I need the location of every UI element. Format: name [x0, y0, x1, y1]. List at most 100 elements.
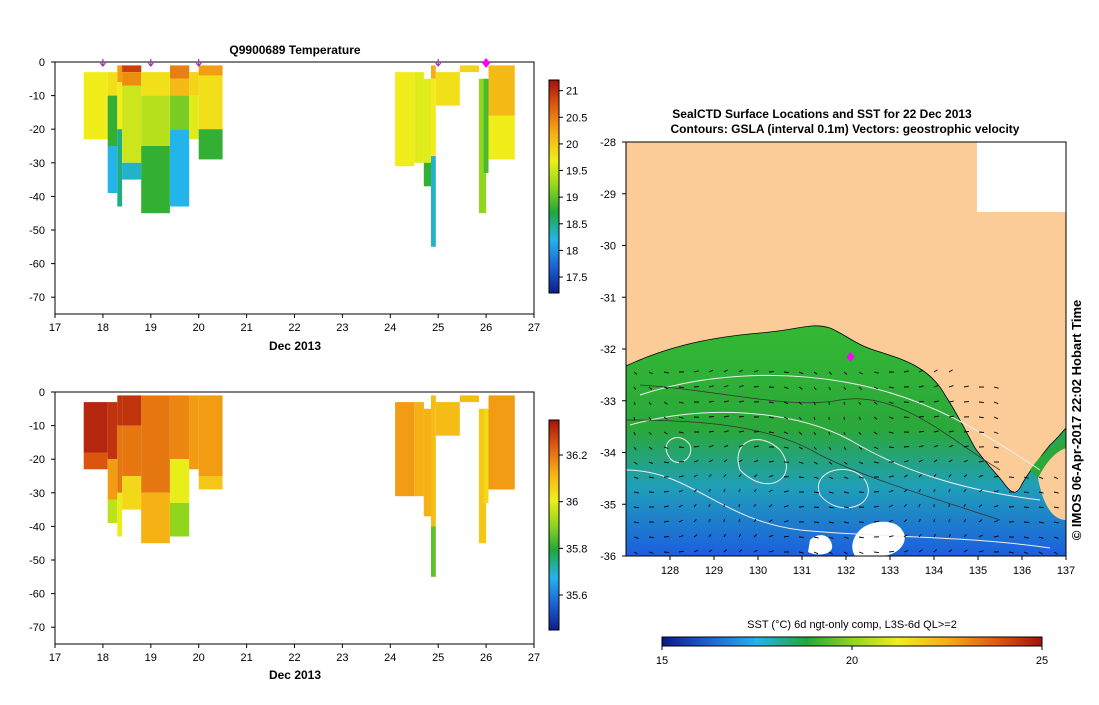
profile-cell	[395, 402, 414, 496]
x-tick-label: 18	[97, 322, 109, 334]
velocity-vector	[709, 417, 714, 418]
lon-tick-label: 133	[881, 565, 899, 577]
profile-cell	[189, 72, 199, 96]
colorbar-tick-label: 21	[566, 86, 578, 98]
profile-cell	[199, 75, 223, 129]
profile-cell	[108, 146, 118, 193]
lon-tick-label: 135	[969, 565, 987, 577]
profile-cell	[108, 96, 118, 146]
velocity-vector	[829, 402, 830, 405]
y-tick-label: -40	[29, 191, 45, 203]
x-tick-label: 17	[49, 322, 61, 334]
profile-cell	[141, 72, 170, 96]
profile-cell	[431, 156, 436, 247]
y-tick-label: -20	[29, 124, 45, 136]
profile-cell	[460, 395, 479, 402]
x-tick-label: 23	[336, 322, 348, 334]
colorbar-tick-label: 20.5	[566, 112, 587, 124]
velocity-vector	[1024, 522, 1029, 523]
profile-cell	[122, 72, 141, 85]
velocity-vector	[769, 372, 774, 373]
x-tick-label: 23	[336, 652, 348, 664]
profile-cell	[117, 82, 122, 129]
colorbar-tick-label: 36.2	[566, 450, 587, 462]
profile-cell	[189, 395, 199, 469]
lon-tick-label: 132	[837, 565, 855, 577]
profile-cell	[117, 493, 122, 537]
x-tick-label: 26	[480, 652, 492, 664]
profile-cell	[84, 72, 108, 139]
profile-cell	[170, 79, 189, 96]
profile-cell	[108, 72, 118, 96]
x-tick-label: 21	[240, 652, 252, 664]
x-tick-label: 21	[240, 322, 252, 334]
profile-cell	[460, 65, 479, 72]
profile-cell	[199, 129, 223, 159]
salinity-y-axis: 0-10-20-30-40-50-60-70	[29, 387, 55, 634]
profile-cell	[141, 395, 170, 492]
sst-tick-label: 15	[656, 655, 668, 667]
lat-tick-label: -28	[600, 137, 616, 149]
y-tick-label: -30	[29, 158, 45, 170]
lon-tick-label: 137	[1057, 565, 1075, 577]
lat-tick-label: -36	[600, 551, 616, 563]
temperature-profiles	[84, 65, 515, 246]
velocity-vector	[784, 477, 789, 478]
profile-cell	[414, 402, 424, 496]
profile-cell	[431, 526, 436, 576]
imos-caption: © IMOS 06-Apr-2017 22:02 Hobart Time	[1069, 300, 1084, 541]
profile-cell	[424, 79, 431, 163]
profile-cell	[141, 146, 170, 213]
profile-cell	[122, 395, 141, 425]
velocity-vector	[979, 432, 984, 433]
y-tick-label: -70	[29, 622, 45, 634]
velocity-vector	[799, 477, 804, 478]
profile-cell	[199, 395, 223, 476]
profile-cell	[199, 476, 223, 489]
x-tick-label: 26	[480, 322, 492, 334]
profile-cell	[117, 426, 122, 493]
y-tick-label: -10	[29, 421, 45, 433]
map-latitude-axis: -28-29-30-31-32-33-34-35-36	[600, 137, 626, 563]
profile-cell	[84, 402, 108, 452]
profile-cell	[436, 72, 460, 106]
colorbar-tick-label: 35.8	[566, 543, 587, 555]
x-tick-label: 20	[193, 652, 205, 664]
x-tick-label: 19	[145, 322, 157, 334]
x-tick-label: 27	[528, 322, 540, 334]
y-tick-label: -60	[29, 259, 45, 271]
sst-tick-label: 20	[846, 655, 858, 667]
profile-cell	[170, 459, 189, 503]
profile-cell	[108, 402, 118, 459]
profile-cell	[484, 409, 489, 503]
map-panel: SealCTD Surface Locations and SST for 22…	[600, 107, 1075, 667]
colorbar-tick-label: 35.6	[566, 590, 587, 602]
velocity-vector	[814, 507, 819, 508]
profile-cell	[189, 96, 199, 140]
y-tick-label: -40	[29, 521, 45, 533]
profile-cell	[424, 409, 431, 517]
lat-tick-label: -29	[600, 189, 616, 201]
profile-cell	[484, 79, 489, 173]
temperature-title: Q9900689 Temperature	[229, 43, 361, 57]
x-tick-label: 19	[145, 652, 157, 664]
lat-tick-label: -34	[600, 448, 616, 460]
x-tick-label: 22	[288, 652, 300, 664]
y-tick-label: -50	[29, 555, 45, 567]
x-tick-label: 25	[432, 652, 444, 664]
profile-cell	[489, 395, 515, 489]
lon-tick-label: 136	[1013, 565, 1031, 577]
profile-cell	[122, 476, 141, 510]
lon-tick-label: 128	[661, 565, 679, 577]
lon-tick-label: 134	[925, 565, 943, 577]
profile-cell	[141, 96, 170, 146]
x-tick-label: 25	[432, 322, 444, 334]
profile-cell	[414, 72, 424, 163]
y-tick-label: 0	[39, 387, 45, 399]
profile-cell	[117, 395, 122, 425]
